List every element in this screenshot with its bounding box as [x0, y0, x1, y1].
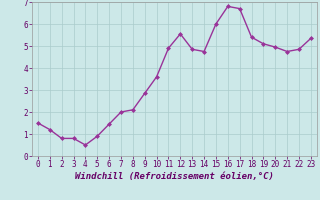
- X-axis label: Windchill (Refroidissement éolien,°C): Windchill (Refroidissement éolien,°C): [75, 172, 274, 181]
